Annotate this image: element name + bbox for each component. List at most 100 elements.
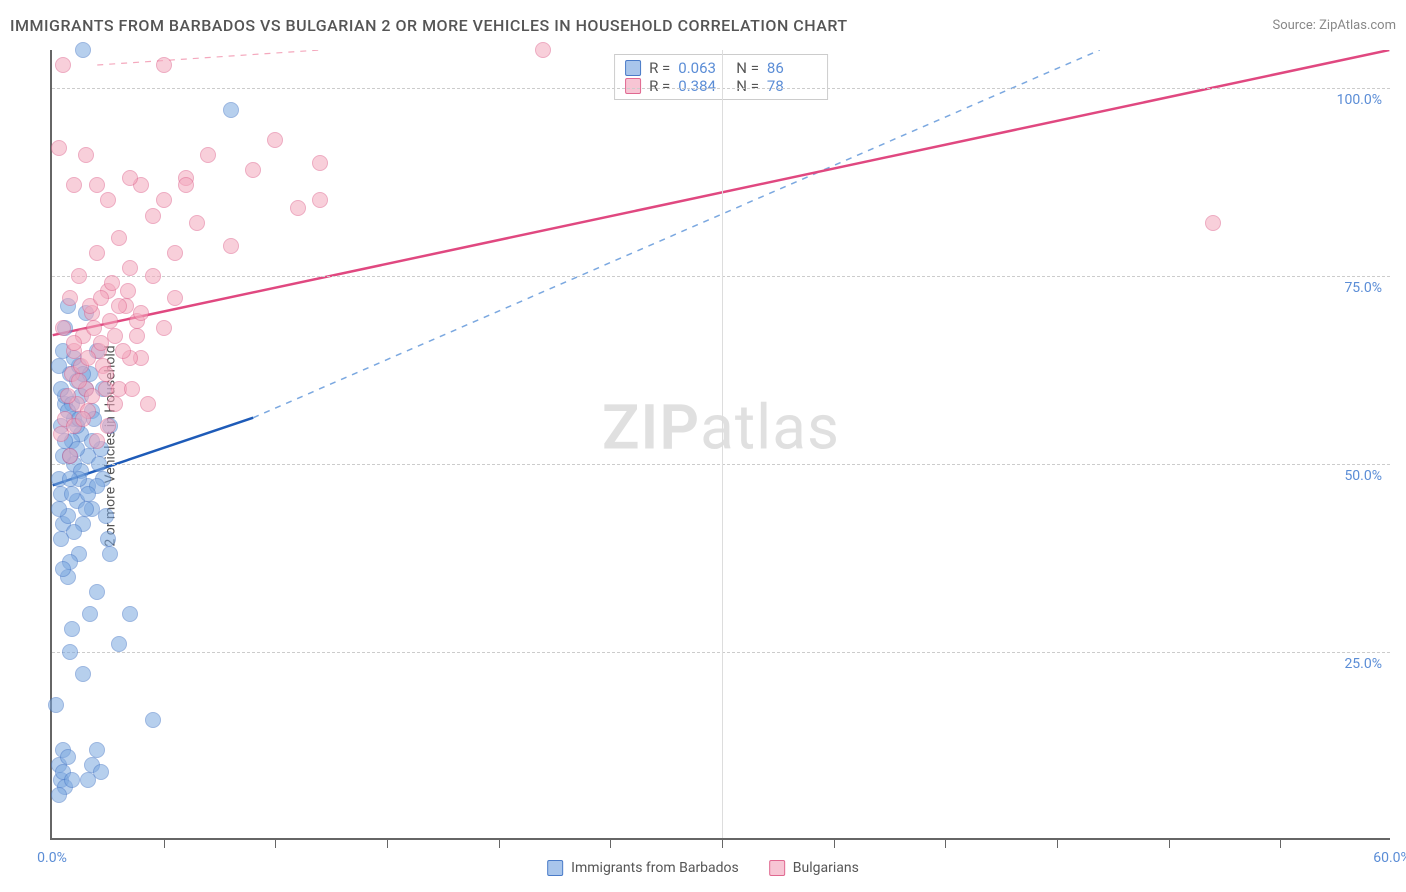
gridline-h <box>52 88 1390 89</box>
legend-bottom: Immigrants from Barbados Bulgarians <box>547 860 859 876</box>
scatter-point <box>267 132 283 148</box>
scatter-point <box>223 238 239 254</box>
scatter-point <box>78 501 94 517</box>
x-tick <box>834 838 835 848</box>
n-label: N = <box>736 77 759 95</box>
scatter-point <box>91 456 107 472</box>
x-tick <box>275 838 276 848</box>
gridline-h <box>52 276 1390 277</box>
swatch-blue-icon <box>547 860 563 876</box>
scatter-point <box>104 275 120 291</box>
x-tick <box>1057 838 1058 848</box>
scatter-point <box>75 42 91 58</box>
scatter-point <box>312 192 328 208</box>
scatter-point <box>167 245 183 261</box>
source-label: Source: ZipAtlas.com <box>1272 18 1396 33</box>
scatter-point <box>62 471 78 487</box>
x-tick <box>164 838 165 848</box>
scatter-point <box>115 343 131 359</box>
scatter-point <box>122 260 138 276</box>
scatter-point <box>535 42 551 58</box>
scatter-point <box>75 666 91 682</box>
scatter-point <box>140 396 156 412</box>
scatter-point <box>60 388 76 404</box>
chart-container: IMMIGRANTS FROM BARBADOS VS BULGARIAN 2 … <box>0 0 1406 892</box>
legend-item-barbados: Immigrants from Barbados <box>547 860 739 876</box>
scatter-point <box>120 283 136 299</box>
r-value: 0.063 <box>678 59 728 77</box>
scatter-point <box>93 764 109 780</box>
scatter-point <box>93 290 109 306</box>
scatter-point <box>100 192 116 208</box>
scatter-point <box>55 320 71 336</box>
scatter-point <box>89 433 105 449</box>
scatter-point <box>51 787 67 803</box>
scatter-point <box>89 245 105 261</box>
swatch-pink-icon <box>625 78 641 94</box>
scatter-point <box>89 742 105 758</box>
scatter-point <box>189 215 205 231</box>
scatter-point <box>133 305 149 321</box>
x-tick <box>1280 838 1281 848</box>
scatter-point <box>245 162 261 178</box>
scatter-point <box>1205 215 1221 231</box>
scatter-point <box>89 584 105 600</box>
scatter-point <box>129 328 145 344</box>
x-tick <box>945 838 946 848</box>
scatter-point <box>122 170 138 186</box>
chart-title: IMMIGRANTS FROM BARBADOS VS BULGARIAN 2 … <box>10 16 848 35</box>
scatter-point <box>66 524 82 540</box>
scatter-point <box>312 155 328 171</box>
scatter-point <box>122 606 138 622</box>
scatter-point <box>178 177 194 193</box>
scatter-point <box>71 268 87 284</box>
x-tick <box>387 838 388 848</box>
r-value: 0.384 <box>678 77 728 95</box>
legend-label: Immigrants from Barbados <box>571 860 739 876</box>
scatter-point <box>80 486 96 502</box>
scatter-point <box>156 192 172 208</box>
scatter-point <box>55 57 71 73</box>
x-tick <box>1169 838 1170 848</box>
n-label: N = <box>736 59 759 77</box>
legend-label: Bulgarians <box>793 860 859 876</box>
scatter-point <box>124 381 140 397</box>
title-bar: IMMIGRANTS FROM BARBADOS VS BULGARIAN 2 … <box>10 10 1396 40</box>
scatter-point <box>111 230 127 246</box>
scatter-point <box>62 290 78 306</box>
r-label: R = <box>649 77 670 95</box>
r-label: R = <box>649 59 670 77</box>
scatter-point <box>145 208 161 224</box>
legend-top-row-blue: R = 0.063 N = 86 <box>625 59 817 77</box>
scatter-point <box>145 712 161 728</box>
y-tick-label: 75.0% <box>1344 280 1382 296</box>
scatter-point <box>80 350 96 366</box>
scatter-point <box>75 411 91 427</box>
scatter-point <box>223 102 239 118</box>
scatter-point <box>93 335 109 351</box>
scatter-point <box>60 749 76 765</box>
gridline-h <box>52 464 1390 465</box>
legend-top-row-pink: R = 0.384 N = 78 <box>625 77 817 95</box>
n-value: 78 <box>767 77 817 95</box>
x-tick <box>499 838 500 848</box>
legend-item-bulgarians: Bulgarians <box>769 860 859 876</box>
scatter-point <box>111 298 127 314</box>
watermark: ZIPatlas <box>602 392 840 465</box>
scatter-point <box>89 177 105 193</box>
scatter-point <box>200 147 216 163</box>
scatter-point <box>64 621 80 637</box>
scatter-point <box>62 644 78 660</box>
y-tick-label: 50.0% <box>1344 468 1382 484</box>
scatter-point <box>86 320 102 336</box>
scatter-point <box>102 546 118 562</box>
scatter-point <box>64 772 80 788</box>
swatch-blue-icon <box>625 60 641 76</box>
scatter-point <box>51 140 67 156</box>
watermark-bold: ZIP <box>602 392 700 465</box>
scatter-point <box>48 697 64 713</box>
scatter-point <box>51 501 67 517</box>
scatter-point <box>111 636 127 652</box>
scatter-point <box>66 177 82 193</box>
scatter-point <box>100 418 116 434</box>
